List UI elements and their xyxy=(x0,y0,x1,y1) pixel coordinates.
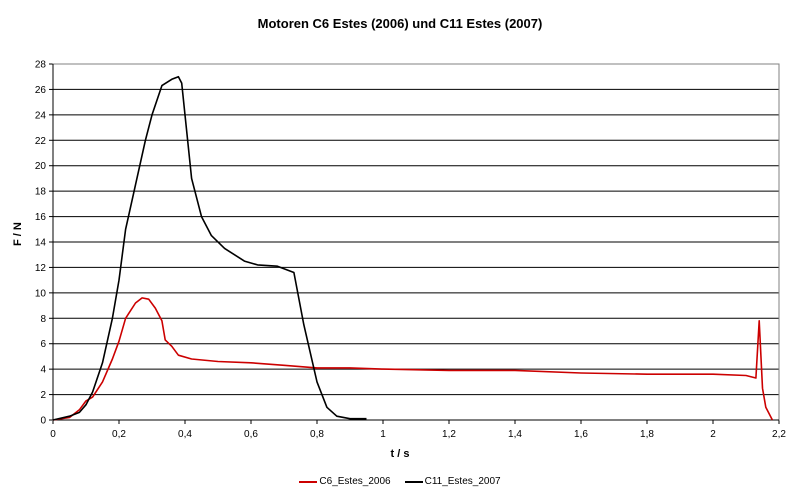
x-tick-label: 0,4 xyxy=(178,429,192,440)
y-tick-label: 10 xyxy=(35,288,47,299)
x-axis-label: t / s xyxy=(390,448,410,460)
legend-swatch-c6 xyxy=(299,480,318,483)
legend-label-c6: C6_Estes_2006 xyxy=(319,476,391,487)
y-tick-label: 20 xyxy=(35,161,47,172)
y-tick-label: 2 xyxy=(40,390,46,401)
x-tick-label: 0,8 xyxy=(310,429,324,440)
y-tick-label: 12 xyxy=(35,263,47,274)
series-line-c11 xyxy=(52,75,367,421)
x-tick-label: 1 xyxy=(380,429,386,440)
x-tick-label: 1,4 xyxy=(508,429,522,440)
x-tick-label: 0,2 xyxy=(112,429,126,440)
x-tick-label: 2,2 xyxy=(772,429,786,440)
x-tick-label: 0,6 xyxy=(244,429,258,440)
y-tick-label: 0 xyxy=(40,416,46,427)
x-tick-label: 1,6 xyxy=(574,429,588,440)
legend-item-c11: C11_Estes_2007 xyxy=(404,476,501,487)
y-tick-label: 6 xyxy=(40,339,46,350)
legend-swatch-c11 xyxy=(404,480,423,483)
y-tick-label: 22 xyxy=(35,136,47,147)
legend-item-c6: C6_Estes_2006 xyxy=(299,476,391,487)
y-tick-label: 24 xyxy=(35,110,47,121)
chart-title: Motoren C6 Estes (2006) und C11 Estes (2… xyxy=(257,16,543,31)
series-line-c6 xyxy=(52,297,774,421)
y-tick-label: 16 xyxy=(35,212,47,223)
x-tick-label: 1,2 xyxy=(442,429,456,440)
legend-label-c11: C11_Estes_2007 xyxy=(424,476,501,487)
y-tick-label: 28 xyxy=(35,60,47,71)
y-tick-label: 26 xyxy=(35,85,47,96)
y-tick-label: 8 xyxy=(40,314,46,325)
y-tick-label: 4 xyxy=(40,365,46,376)
y-tick-label: 14 xyxy=(35,238,47,249)
x-tick-label: 0 xyxy=(50,429,56,440)
y-tick-label: 18 xyxy=(35,187,47,198)
x-tick-label: 1,8 xyxy=(640,429,654,440)
x-tick-label: 2 xyxy=(710,429,716,440)
legend: C6_Estes_2006 C11_Estes_2007 xyxy=(0,476,800,487)
